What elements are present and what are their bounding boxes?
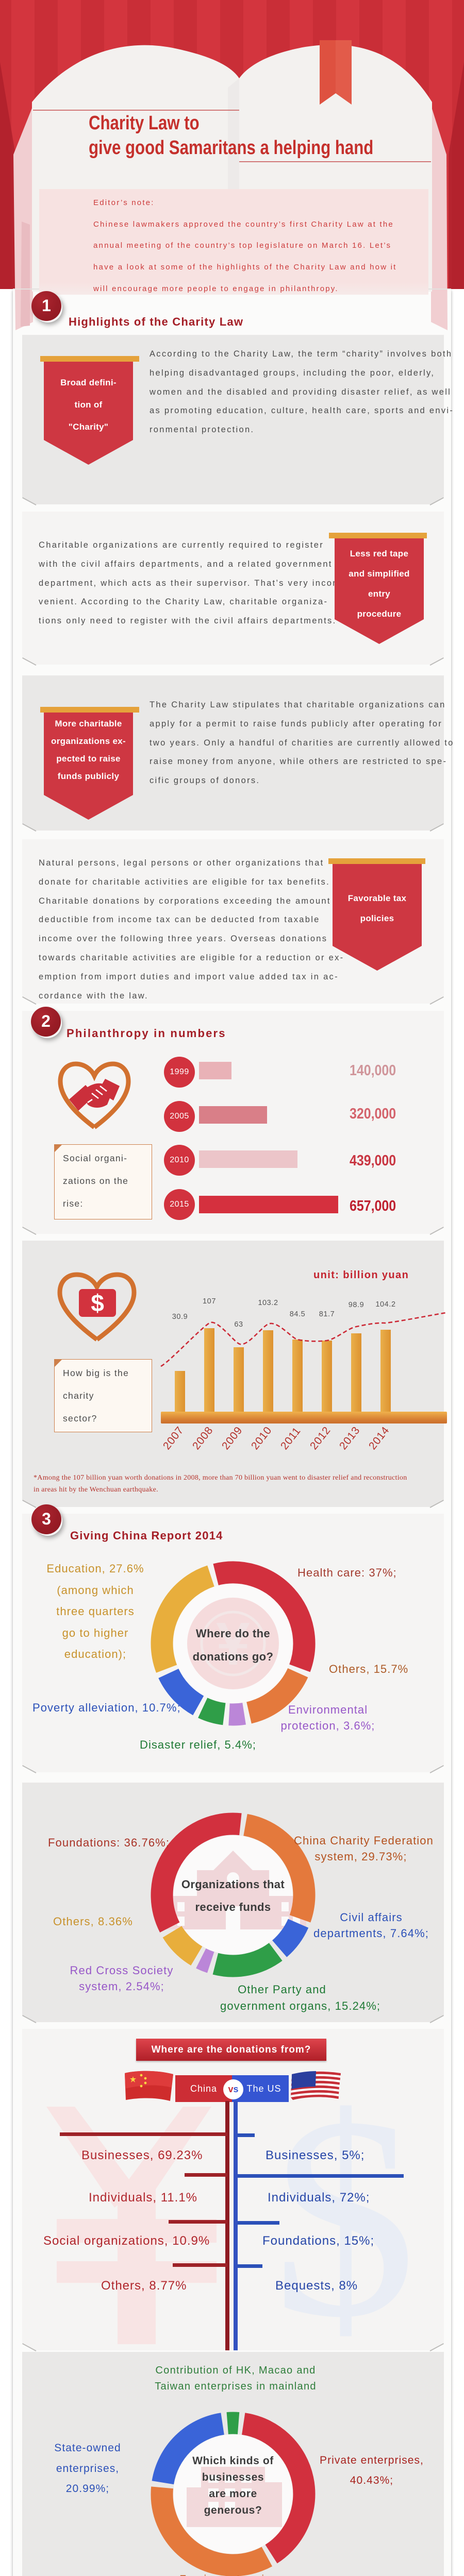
svg-text:$: $ (272, 2102, 417, 2349)
svg-text:$: $ (91, 1290, 104, 1316)
svg-text:¥: ¥ (216, 1610, 250, 1678)
